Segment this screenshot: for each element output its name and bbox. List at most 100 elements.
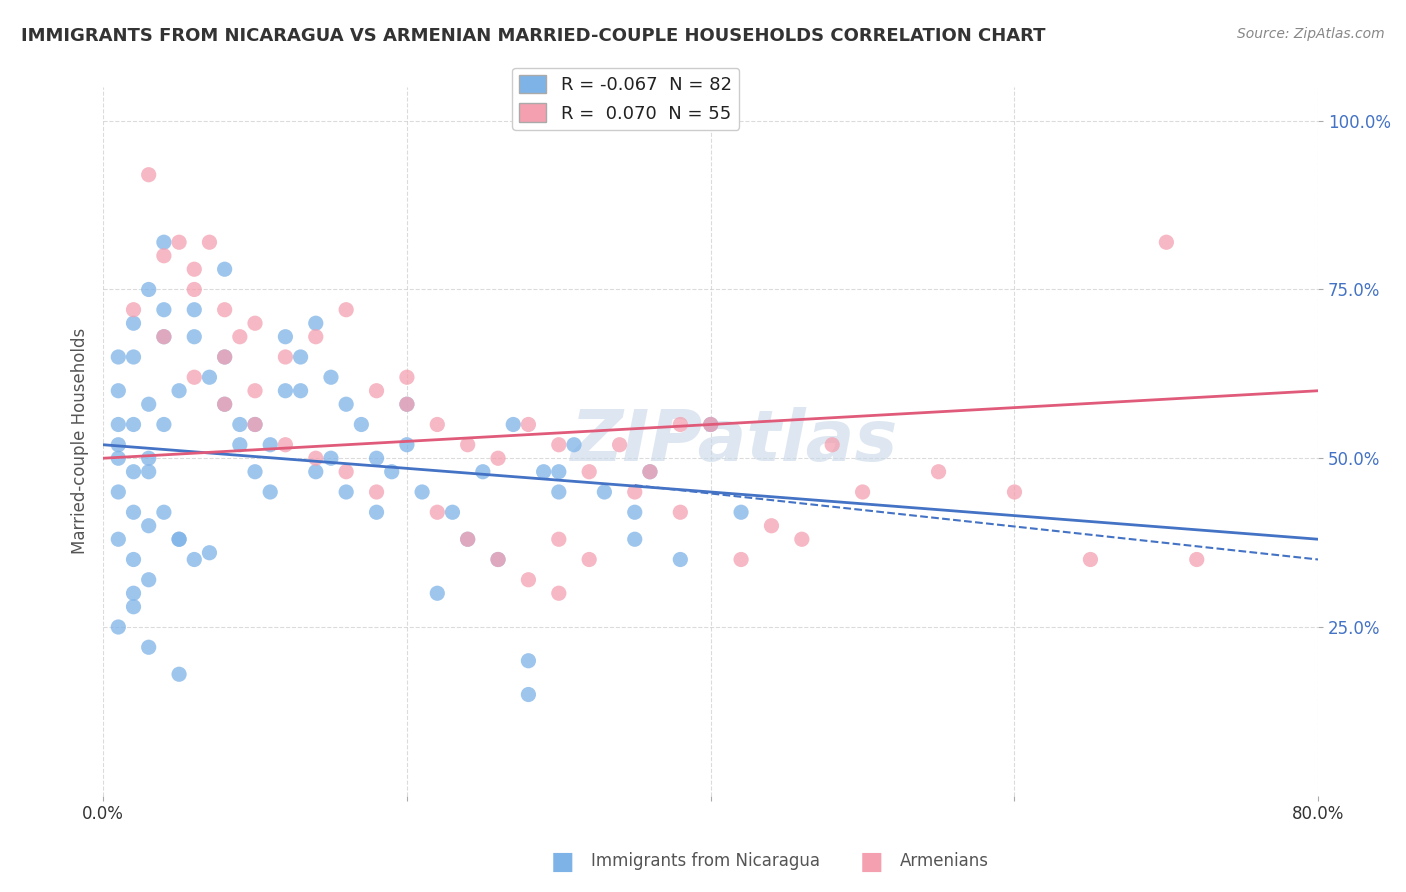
Point — [366, 451, 388, 466]
Point — [274, 330, 297, 344]
Point — [214, 397, 236, 411]
Point — [669, 505, 692, 519]
Point — [243, 465, 266, 479]
Point — [441, 505, 464, 519]
Point — [350, 417, 373, 432]
Point — [609, 438, 631, 452]
Point — [699, 417, 721, 432]
Point — [305, 451, 328, 466]
Point — [138, 451, 160, 466]
Point — [138, 283, 160, 297]
Point — [623, 485, 645, 500]
Point — [243, 316, 266, 330]
Point — [517, 573, 540, 587]
Point — [243, 417, 266, 432]
Point — [730, 552, 752, 566]
Point — [153, 505, 176, 519]
Y-axis label: Married-couple Households: Married-couple Households — [72, 328, 89, 555]
Point — [547, 485, 569, 500]
Point — [502, 417, 524, 432]
Point — [214, 397, 236, 411]
Point — [305, 465, 328, 479]
Point — [107, 620, 129, 634]
Point — [366, 505, 388, 519]
Point — [547, 438, 569, 452]
Point — [138, 518, 160, 533]
Point — [517, 417, 540, 432]
Point — [153, 249, 176, 263]
Point — [214, 262, 236, 277]
Point — [229, 330, 252, 344]
Point — [183, 370, 205, 384]
Point — [122, 417, 145, 432]
Point — [259, 485, 281, 500]
Point — [411, 485, 433, 500]
Legend: R = -0.067  N = 82, R =  0.070  N = 55: R = -0.067 N = 82, R = 0.070 N = 55 — [512, 68, 740, 130]
Point — [928, 465, 950, 479]
Point — [471, 465, 494, 479]
Text: Immigrants from Nicaragua: Immigrants from Nicaragua — [591, 852, 820, 870]
Point — [547, 586, 569, 600]
Point — [730, 505, 752, 519]
Point — [107, 438, 129, 452]
Point — [486, 552, 509, 566]
Point — [107, 485, 129, 500]
Point — [122, 505, 145, 519]
Point — [167, 384, 190, 398]
Point — [183, 330, 205, 344]
Point — [107, 533, 129, 547]
Point — [319, 451, 342, 466]
Point — [623, 533, 645, 547]
Point — [426, 586, 449, 600]
Point — [533, 465, 555, 479]
Text: IMMIGRANTS FROM NICARAGUA VS ARMENIAN MARRIED-COUPLE HOUSEHOLDS CORRELATION CHAR: IMMIGRANTS FROM NICARAGUA VS ARMENIAN MA… — [21, 27, 1046, 45]
Point — [122, 302, 145, 317]
Point — [562, 438, 585, 452]
Point — [153, 330, 176, 344]
Point — [138, 168, 160, 182]
Point — [638, 465, 661, 479]
Point — [167, 533, 190, 547]
Point — [229, 438, 252, 452]
Point — [243, 417, 266, 432]
Point — [381, 465, 404, 479]
Point — [305, 330, 328, 344]
Point — [243, 384, 266, 398]
Point — [183, 552, 205, 566]
Point — [395, 370, 418, 384]
Point — [395, 397, 418, 411]
Point — [457, 533, 479, 547]
Point — [395, 397, 418, 411]
Point — [578, 552, 600, 566]
Point — [138, 465, 160, 479]
Point — [122, 552, 145, 566]
Point — [517, 654, 540, 668]
Point — [426, 417, 449, 432]
Point — [274, 350, 297, 364]
Point — [107, 384, 129, 398]
Text: ■: ■ — [860, 850, 883, 874]
Point — [138, 640, 160, 655]
Point — [1156, 235, 1178, 250]
Point — [761, 518, 783, 533]
Point — [167, 533, 190, 547]
Text: ZIPatlas: ZIPatlas — [571, 407, 898, 475]
Point — [547, 465, 569, 479]
Point — [198, 235, 221, 250]
Point — [153, 302, 176, 317]
Point — [1004, 485, 1026, 500]
Point — [486, 451, 509, 466]
Point — [335, 485, 357, 500]
Point — [122, 586, 145, 600]
Point — [593, 485, 616, 500]
Point — [183, 262, 205, 277]
Point — [290, 350, 312, 364]
Point — [623, 505, 645, 519]
Point — [486, 552, 509, 566]
Text: Source: ZipAtlas.com: Source: ZipAtlas.com — [1237, 27, 1385, 41]
Point — [214, 350, 236, 364]
Point — [335, 302, 357, 317]
Point — [669, 417, 692, 432]
Point — [319, 370, 342, 384]
Point — [122, 350, 145, 364]
